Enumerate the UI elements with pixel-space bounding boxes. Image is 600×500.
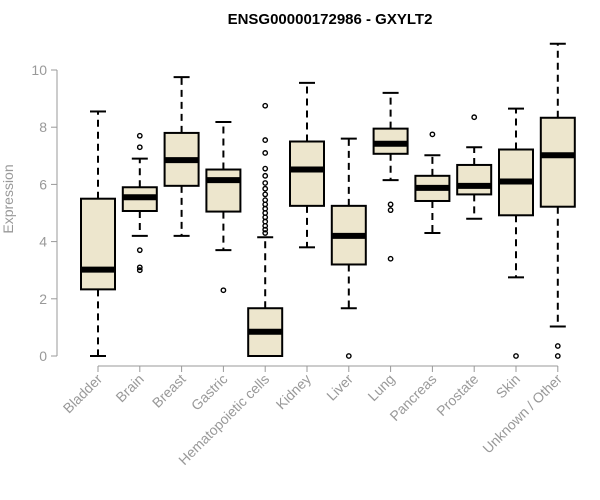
box-group <box>205 121 242 294</box>
box-group <box>289 81 325 249</box>
outlier-point <box>262 180 269 186</box>
box-group <box>163 76 200 237</box>
outlier-point <box>471 114 478 121</box>
outlier-point <box>262 185 269 192</box>
box-group <box>121 132 158 274</box>
outlier-point <box>136 264 143 271</box>
box-iqr <box>80 197 116 291</box>
outlier-point <box>262 230 269 236</box>
outlier-point <box>136 247 143 254</box>
y-tick-label: 2 <box>39 291 47 307</box>
outlier-point <box>262 226 269 233</box>
box-group <box>456 114 493 220</box>
y-tick-label: 10 <box>31 62 47 78</box>
y-tick-label: 0 <box>39 348 47 364</box>
x-tick-label: Brain <box>112 371 146 405</box>
outlier-point <box>136 267 143 274</box>
x-tick-label: Skin <box>493 371 524 402</box>
outlier-point <box>262 102 269 109</box>
box-group <box>539 42 576 359</box>
outlier-point <box>262 137 269 143</box>
box-iqr <box>205 168 242 213</box>
x-tick-label: Unknown / Other <box>479 371 565 457</box>
outlier-point <box>387 207 394 214</box>
outlier-point <box>429 131 436 138</box>
x-tick-label: Breast <box>149 371 189 411</box>
box-group <box>414 131 451 235</box>
x-tick-label: Liver <box>323 371 356 404</box>
outlier-point <box>387 255 394 262</box>
box-group <box>330 137 367 359</box>
outlier-point <box>554 343 561 349</box>
x-tick-label: Prostate <box>433 371 481 419</box>
outlier-point <box>513 353 519 359</box>
outlier-point <box>345 353 352 359</box>
outlier-point <box>554 353 561 359</box>
y-axis-label: Expression <box>0 164 16 233</box>
outlier-point <box>220 287 227 294</box>
outlier-point <box>136 132 143 139</box>
box-iqr <box>456 163 493 196</box>
outlier-point <box>136 144 143 151</box>
y-axis: 0 2 4 6 8 10 <box>31 62 58 364</box>
y-tick-label: 6 <box>39 176 47 192</box>
x-tick-label: Lung <box>364 371 397 404</box>
outlier-point <box>262 165 269 172</box>
box-group <box>498 107 534 359</box>
box-iqr <box>539 116 576 208</box>
y-tick-label: 4 <box>39 234 47 250</box>
chart-title: ENSG00000172986 - GXYLT2 <box>228 11 433 28</box>
box-group <box>372 91 409 262</box>
outlier-point <box>262 150 269 156</box>
y-tick-label: 8 <box>39 119 47 135</box>
box-iqr <box>289 140 325 207</box>
outlier-point <box>387 201 394 208</box>
x-tick-label: Kidney <box>273 371 315 413</box>
x-tick-label: Bladder <box>60 371 106 417</box>
box-group <box>80 110 116 357</box>
outlier-point <box>262 191 269 198</box>
box-group <box>247 102 284 358</box>
plot-area <box>80 42 576 359</box>
outlier-point <box>262 172 269 179</box>
